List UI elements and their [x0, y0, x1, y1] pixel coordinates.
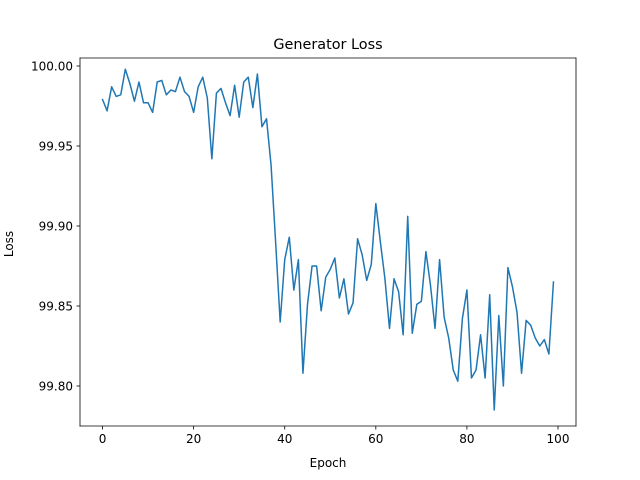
y-tick-label: 99.80 — [39, 379, 73, 393]
y-tick-label: 99.85 — [39, 299, 73, 313]
x-tick-label: 80 — [459, 432, 474, 446]
series-line-0 — [101, 68, 555, 411]
y-tick-label: 99.90 — [39, 219, 73, 233]
y-axis-label: Loss — [2, 231, 16, 257]
x-axis-label: Epoch — [310, 456, 347, 470]
x-tick-label: 60 — [368, 432, 383, 446]
x-tick-label: 0 — [99, 432, 107, 446]
y-tick-label: 99.95 — [39, 139, 73, 153]
y-tick-label: 100.00 — [31, 59, 73, 73]
plot-layer — [80, 58, 576, 426]
x-tick-label: 40 — [277, 432, 292, 446]
x-tick-label: 100 — [547, 432, 570, 446]
chart-title: Generator Loss — [273, 37, 382, 53]
x-tick-label: 20 — [186, 432, 201, 446]
tick-layer: 0 20 40 60 80 100 99.80 99.85 99.90 99.95 100.00 — [31, 57, 577, 446]
plot-area — [80, 58, 576, 426]
